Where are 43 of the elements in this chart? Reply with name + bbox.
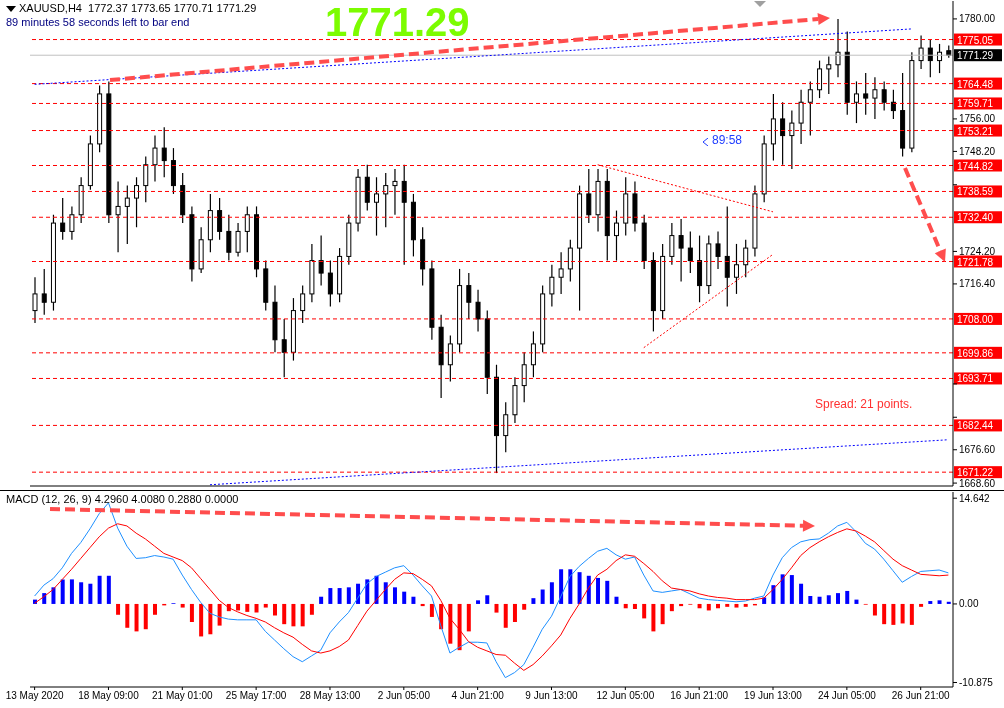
x-tick-label: 19 Jun 13:00	[744, 690, 803, 702]
x-tick-label: 4 Jun 21:00	[451, 690, 505, 702]
y-tick-label: 1780.00	[959, 13, 996, 25]
ref-line-label: 1759.71	[957, 98, 994, 110]
y-tick-label: 1748.20	[959, 145, 996, 157]
ref-line-label: 1699.86	[957, 347, 994, 359]
y-tick-label: 1724.20	[959, 245, 996, 257]
x-tick-label: 26 Jun 21:00	[891, 690, 951, 702]
x-tick-label: 13 May 2020	[5, 690, 64, 702]
y-tick-label: -10.875	[959, 677, 994, 689]
y-tick-label: 0.00	[959, 598, 979, 610]
x-tick-label: 18 May 09:00	[78, 690, 140, 702]
x-tick-label: 12 Jun 05:00	[596, 690, 655, 702]
x-tick-label: 2 Jun 05:00	[377, 690, 431, 702]
x-tick-label: 28 May 13:00	[299, 690, 361, 702]
ref-line-label: 1682.44	[957, 420, 994, 432]
text: 89 minutes 58 seconds left to bar end	[6, 16, 190, 28]
x-tick-label: 9 Jun 13:00	[525, 690, 579, 702]
ref-line-label: 1721.78	[957, 256, 994, 268]
annotation: 1771.29	[325, 0, 470, 44]
ref-line-label: 1693.71	[957, 373, 994, 385]
ref-line-label: 1764.48	[957, 78, 994, 90]
ref-line-label: 1771.29	[957, 50, 994, 62]
y-tick-label: 1716.40	[959, 278, 996, 290]
x-tick-label: 24 Jun 05:00	[817, 690, 877, 702]
y-tick-label: 1756.00	[959, 113, 996, 125]
x-tick-label: 25 May 17:00	[225, 690, 287, 702]
annotation: Spread: 21 points.	[815, 397, 913, 412]
y-tick-label: 14.642	[959, 492, 991, 504]
chart-title: MACD (12, 26, 9) 4.2960 4.0080 0.2880 0.0000	[6, 493, 239, 505]
ref-line-label: 1671.22	[957, 467, 994, 479]
chart-title: XAUUSD,H4 1772.37 1773.65 1770.71 1771.29	[19, 2, 257, 14]
ref-line-label: 1708.00	[957, 313, 994, 325]
y-tick-label: 1676.60	[959, 444, 996, 456]
x-tick-label: 16 Jun 21:00	[670, 690, 729, 702]
ref-line-label: 1744.82	[957, 160, 994, 172]
ref-line-label: 1753.21	[957, 125, 994, 137]
ref-line-label: 1738.59	[957, 186, 994, 198]
ref-line-label: 1775.05	[957, 34, 994, 46]
ref-line-label: 1732.40	[957, 212, 994, 224]
x-tick-label: 21 May 01:00	[151, 690, 214, 702]
annotation: 89:58	[712, 133, 743, 148]
y-tick-label: 1668.60	[959, 477, 996, 489]
